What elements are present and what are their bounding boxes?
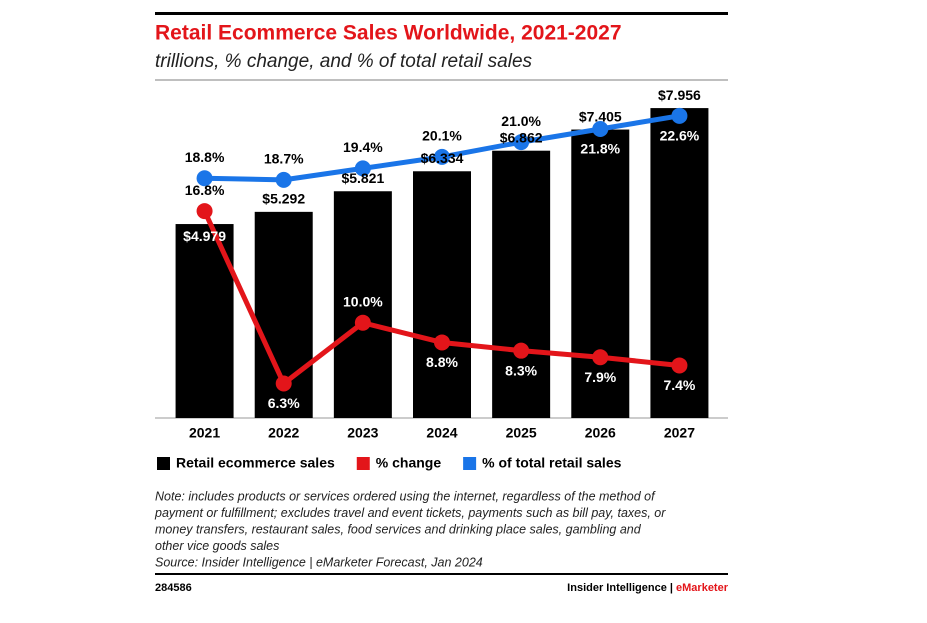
legend-label: Retail ecommerce sales (176, 455, 335, 471)
note-line: Note: includes products or services orde… (155, 489, 656, 503)
labels: $4.979 $5.292 $5.821 $6.334 $6.862 $7.405 $7.9… (183, 87, 701, 411)
line-point (671, 357, 688, 374)
line-point (196, 203, 213, 220)
bar-value-label: $7.956 (658, 87, 701, 103)
note-line: payment or fulfillment; excludes travel … (154, 506, 666, 520)
brand: Insider Intelligence | (567, 582, 673, 594)
line-value-label: 7.9% (584, 369, 616, 385)
chart-subtitle: trillions, % change, and % of total reta… (155, 51, 533, 72)
legend-label: % change (376, 455, 442, 471)
bar-value-label: $5.292 (262, 191, 305, 207)
x-tick-label: 2024 (426, 425, 457, 441)
line-value-label: 10.0% (343, 293, 383, 309)
top-rule (155, 12, 728, 15)
line-value-label: 21.8% (580, 141, 620, 157)
chart-title: Retail Ecommerce Sales Worldwide, 2021-2… (155, 22, 622, 45)
line-point (434, 148, 450, 165)
legend-swatch (157, 457, 170, 470)
bar-value-label: $7.405 (579, 108, 622, 124)
line-point (196, 170, 213, 187)
line-value-label: 8.8% (426, 354, 458, 370)
footer-id: 284586 (155, 582, 192, 594)
lines (196, 107, 688, 392)
bar-value-label: $6.334 (421, 150, 464, 166)
line-value-label: 7.4% (663, 377, 695, 393)
line-value-label: 18.7% (264, 151, 304, 167)
footer-brand: Insider Intelligence | eMarketer (567, 582, 729, 594)
x-tick-label: 2027 (664, 425, 695, 441)
line-value-label: 21.0% (501, 113, 541, 129)
legend: Retail ecommerce sales % change % of total… (157, 455, 622, 471)
bar-value-label: $6.862 (500, 129, 543, 145)
bar-value-label: $4.979 (183, 228, 226, 244)
line-point (275, 171, 292, 188)
brand-accent: eMarketer (676, 582, 729, 594)
x-tick-label: 2025 (506, 425, 537, 441)
note-line: other vice goods sales (155, 539, 279, 553)
bar (571, 129, 630, 418)
x-tick-label: 2026 (585, 425, 616, 441)
line-value-label: 18.8% (185, 149, 225, 165)
line-point (275, 375, 292, 392)
line-value-label: 6.3% (268, 395, 300, 411)
bar-value-label: $5.821 (341, 170, 384, 186)
footer-rule (155, 573, 728, 575)
source: Source: Insider Intelligence | eMarketer… (155, 555, 483, 569)
line-point (513, 134, 530, 151)
x-tick-label: 2022 (268, 425, 299, 441)
bar (413, 171, 471, 418)
x-tick-label: 2021 (189, 425, 220, 441)
line-value-label: 8.3% (505, 362, 537, 378)
bar (333, 191, 392, 418)
legend-swatch (463, 457, 477, 470)
line-point (354, 314, 371, 331)
note-line: money transfers, restaurant sales, food … (155, 522, 642, 536)
legend-swatch (356, 457, 370, 470)
line-value-label: 20.1% (422, 128, 462, 144)
line-point (354, 160, 371, 177)
line-point (434, 334, 450, 351)
line-point (671, 107, 688, 124)
line-value-label: 22.6% (660, 128, 700, 144)
line-point (592, 349, 609, 366)
legend-label: % of total retail sales (482, 455, 621, 471)
line-point (513, 342, 530, 359)
line-value-label: 19.4% (343, 139, 383, 155)
line-point (592, 120, 609, 137)
x-tick-label: 2023 (347, 425, 378, 441)
bar (492, 150, 551, 418)
line-value-label: 16.8% (185, 182, 225, 198)
